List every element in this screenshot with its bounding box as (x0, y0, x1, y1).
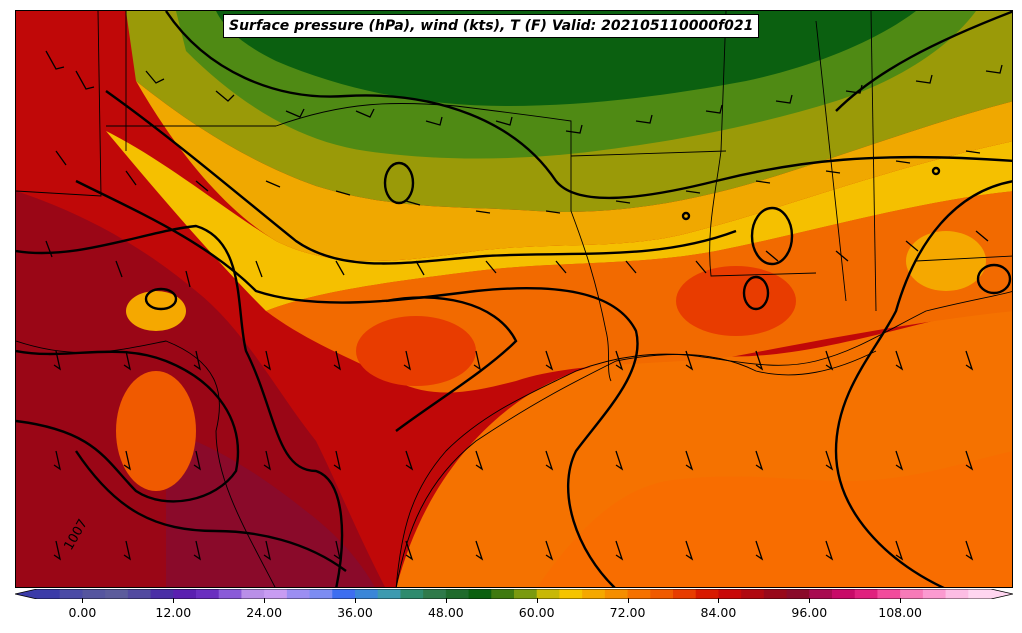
colorbar-segment (695, 589, 719, 599)
colorbar-segment (854, 589, 878, 599)
colorbar-segment (604, 589, 629, 599)
colorbar-tick-label: 108.00 (878, 605, 923, 620)
colorbar-segment (627, 589, 651, 599)
colorbar-segment (218, 589, 242, 599)
colorbar-segment (286, 589, 311, 599)
map-title: Surface pressure (hPa), wind (kts), T (F… (223, 14, 760, 38)
colorbar-tick-label: 12.00 (155, 605, 192, 620)
colorbar-tick (173, 598, 175, 603)
colorbar-segment (241, 589, 265, 599)
colorbar-segment (491, 589, 515, 599)
colorbar-segment (127, 589, 152, 599)
temperature-colorbar (15, 589, 1013, 599)
colorbar-segment (59, 589, 83, 599)
colorbar-tick (445, 598, 447, 603)
colorbar-tick-label: 0.00 (68, 605, 97, 620)
colorbar-tick-label: 60.00 (518, 605, 555, 620)
colorbar-tick (82, 598, 84, 603)
colorbar-segment (445, 589, 470, 599)
state-borders (16, 11, 1012, 587)
colorbar-segment (196, 589, 220, 599)
colorbar-segment (173, 589, 197, 599)
colorbar-segment (309, 589, 333, 599)
wind-barbs (45, 50, 1003, 561)
colorbar-segment (945, 589, 969, 599)
map-title-text: Surface pressure (hPa), wind (kts), T (F… (229, 18, 754, 34)
colorbar-segment (105, 589, 129, 599)
colorbar-segment (559, 589, 583, 599)
colorbar-segment (37, 589, 61, 599)
colorbar-segment (82, 589, 106, 599)
colorbar-segment (968, 589, 992, 599)
colorbar-segment (741, 589, 765, 599)
colorbar-tick (809, 598, 811, 603)
colorbar-tick (718, 598, 720, 603)
colorbar-tick-label: 36.00 (337, 605, 373, 620)
colorbar-segment (900, 589, 924, 599)
colorbar-segment (423, 589, 447, 599)
colorbar-segment (377, 589, 401, 599)
colorbar-tick (536, 598, 538, 603)
colorbar-segment (673, 589, 697, 599)
coastline (395, 291, 1012, 587)
colorbar-tick-label: 96.00 (791, 605, 828, 620)
colorbar-segment (922, 589, 947, 599)
colorbar-segment (264, 589, 288, 599)
colorbar-tick (627, 598, 629, 603)
colorbar-segment (355, 589, 379, 599)
colorbar-segment (400, 589, 424, 599)
colorbar-tick-label: 84.00 (700, 605, 737, 620)
pressure-isobars (16, 11, 1012, 587)
colorbar-segment (468, 589, 492, 599)
colorbar-tick-label: 48.00 (427, 605, 464, 620)
colorbar-segment (332, 589, 356, 599)
colorbar-tick-label: 24.00 (246, 605, 283, 620)
colorbar-segment (514, 589, 538, 599)
colorbar-segment (536, 589, 560, 599)
colorbar-extend-high (991, 589, 1013, 599)
colorbar-segment (650, 589, 674, 599)
colorbar-segment (150, 589, 174, 599)
colorbar-tick (900, 598, 902, 603)
colorbar-tick (355, 598, 356, 603)
colorbar-extend-low (15, 589, 37, 599)
weather-map: 1007 (15, 10, 1013, 588)
colorbar-segment (832, 589, 856, 599)
colorbar-segment (718, 589, 742, 599)
colorbar-tick (264, 598, 266, 603)
colorbar-segment (786, 589, 810, 599)
colorbar-tick-label: 72.00 (609, 605, 646, 620)
colorbar-segment (809, 589, 833, 599)
colorbar-segment (582, 589, 606, 599)
colorbar-segment (763, 589, 788, 599)
colorbar-segment (877, 589, 901, 599)
